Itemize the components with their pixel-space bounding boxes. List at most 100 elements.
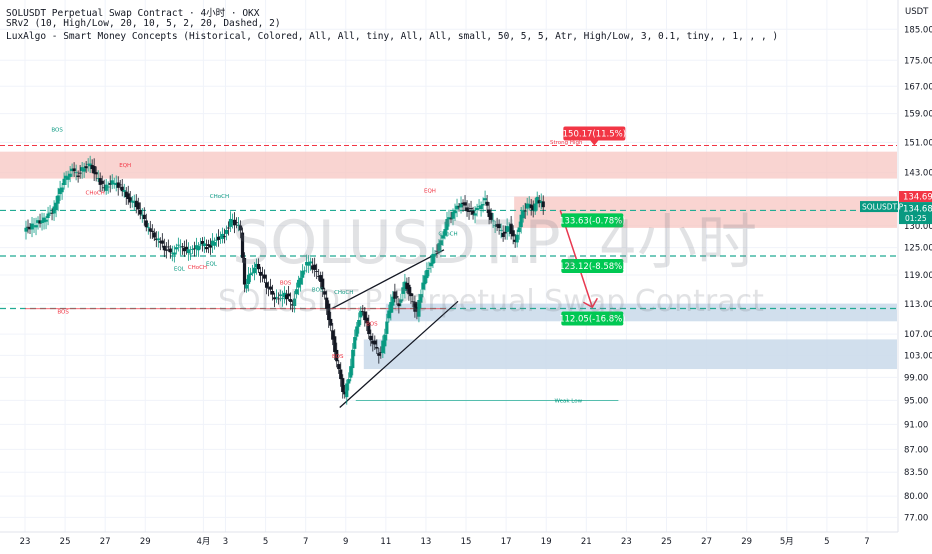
candle-body: [531, 205, 535, 211]
candle-body: [359, 310, 363, 318]
candle-body: [341, 378, 345, 393]
target-label-box: [561, 311, 624, 326]
candle-body: [333, 336, 337, 353]
candle-body: [289, 299, 293, 302]
candle-body: [527, 203, 531, 207]
price-tick-label: 125.00: [904, 244, 932, 254]
candle-body: [491, 220, 495, 222]
candle-body: [517, 227, 521, 233]
target-label-box: [561, 259, 624, 274]
candle-body: [311, 265, 315, 270]
time-tick-label: 17: [501, 537, 512, 547]
current-price-countdown: 01:25: [905, 214, 927, 223]
candle-body: [36, 220, 40, 223]
smc-label: BOS: [280, 280, 292, 286]
candle-body: [377, 353, 381, 356]
smc-label: CHoCH: [188, 265, 207, 271]
candle-body: [329, 318, 333, 326]
price-tick-label: 159.00: [904, 110, 932, 120]
price-tick-label: 99.00: [904, 373, 928, 383]
candle-body: [184, 246, 188, 250]
candle-body: [471, 210, 475, 215]
candle-body: [76, 175, 80, 177]
price-tick-label: 175.00: [904, 56, 932, 66]
candle-body: [299, 277, 303, 285]
candle-body: [291, 304, 295, 306]
candle-body: [307, 262, 311, 266]
candle-body: [98, 178, 102, 185]
candle-body: [108, 183, 112, 185]
candle-body: [493, 225, 497, 227]
candle-body: [156, 238, 160, 241]
candle-body: [443, 229, 447, 236]
candle-body: [26, 226, 30, 228]
candle-body: [413, 301, 417, 312]
candle-body: [489, 212, 493, 220]
candle-body: [387, 310, 391, 319]
candle-body: [148, 228, 152, 232]
smc-label: BOS: [57, 310, 69, 316]
time-tick-label: 23: [20, 537, 31, 547]
candle-body: [453, 210, 457, 214]
candle-body: [248, 273, 253, 276]
candle-body: [409, 293, 413, 297]
candle-body: [230, 219, 235, 223]
candle-body: [144, 220, 148, 228]
symbol-tag-label: SOLUSDT.P: [862, 203, 904, 212]
candle-body: [212, 242, 217, 246]
legend-indicator-srv2[interactable]: SRv2 (10, High/Low, 20, 10, 5, 2, 20, Da…: [6, 18, 281, 29]
candle-body: [425, 269, 429, 279]
candle-body: [367, 322, 371, 335]
candle-body: [483, 198, 487, 201]
candle-body: [339, 369, 343, 380]
currency-label[interactable]: USDT: [905, 7, 929, 17]
candle-body: [128, 197, 132, 203]
candle-body: [445, 219, 449, 230]
price-tick-label: 107.00: [904, 330, 932, 340]
symbol-tag: [860, 201, 898, 213]
candle-body: [437, 243, 441, 251]
time-tick-label: 25: [661, 537, 672, 547]
candle-body: [327, 303, 331, 321]
price-axis: [898, 0, 932, 550]
time-tick-label: 5: [263, 537, 268, 547]
candle-body: [200, 240, 205, 245]
time-tick-label: 23: [621, 537, 632, 547]
candle-body: [102, 187, 106, 189]
legend-indicator-luxalgo[interactable]: LuxAlgo - Smart Money Concepts (Historic…: [6, 31, 779, 42]
price-tick-label: 185.00: [904, 25, 932, 35]
candle-body: [168, 248, 172, 253]
candle-body: [451, 211, 455, 219]
last-high-value: 134.69: [903, 193, 932, 203]
candle-body: [162, 245, 166, 251]
candle-body: [373, 340, 377, 345]
smc-label: EQH: [119, 163, 131, 169]
candle-body: [142, 214, 146, 220]
candle-body: [469, 208, 473, 210]
candle-body: [403, 281, 407, 291]
candle-body: [285, 294, 289, 300]
candle-body: [429, 262, 433, 267]
legend-symbol[interactable]: SOLUSDT Perpetual Swap Contract · 4小时 · …: [6, 8, 260, 19]
candle-body: [283, 292, 287, 298]
target-label: 123.12(-8.58%): [559, 259, 626, 274]
candle-body: [252, 267, 257, 274]
trend-line: [331, 249, 445, 310]
candle-body: [182, 247, 186, 252]
candle-body: [264, 282, 269, 288]
candle-body: [523, 210, 527, 212]
candle-body: [337, 364, 341, 370]
candle-body: [295, 289, 299, 295]
candle-body: [423, 275, 427, 285]
candle-body: [539, 201, 543, 203]
candle-body: [176, 244, 180, 246]
candle-body: [509, 223, 513, 234]
candle-body: [146, 226, 150, 228]
candle-body: [349, 366, 353, 378]
candle-body: [343, 391, 347, 395]
candle-body: [319, 275, 323, 282]
price-tick-label: 167.00: [904, 82, 932, 92]
time-tick-label: 13: [421, 537, 432, 547]
